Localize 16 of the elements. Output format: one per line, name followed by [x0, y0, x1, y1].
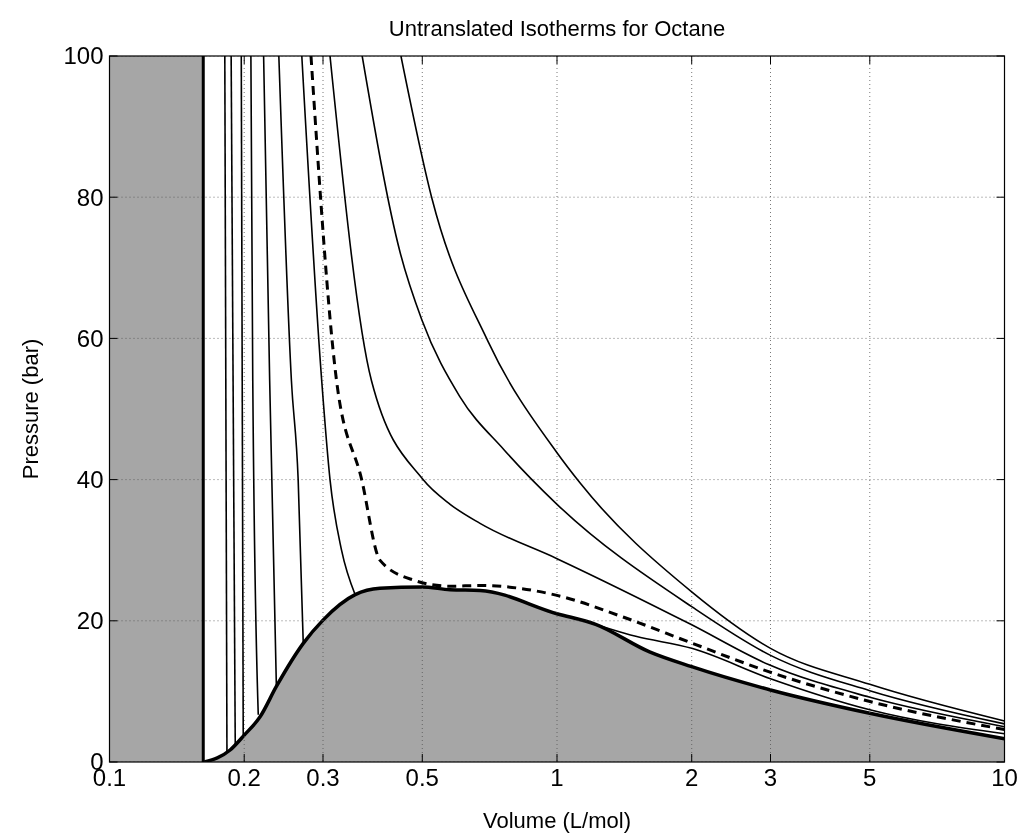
y-tick-label: 60: [76, 324, 104, 352]
x-tick-label: 10: [991, 764, 1018, 791]
x-tick-label: 0.2: [227, 764, 261, 791]
y-tick-label: 80: [76, 183, 104, 211]
x-tick-label: 0.3: [306, 764, 340, 791]
x-tick-label: 5: [863, 764, 877, 791]
y-axis-title: Pressure (bar): [18, 338, 43, 480]
x-tick-label: 2: [685, 764, 699, 791]
y-tick-label: 100: [63, 42, 104, 70]
x-tick-label: 3: [763, 764, 778, 791]
x-tick-label: 1: [550, 764, 564, 791]
y-tick-label: 20: [76, 607, 104, 635]
chart-title: Untranslated Isotherms for Octane: [388, 16, 726, 41]
x-tick-label: 0.5: [405, 764, 439, 791]
x-axis-title: Volume (L/mol): [483, 808, 631, 833]
y-tick-label: 40: [76, 466, 104, 493]
